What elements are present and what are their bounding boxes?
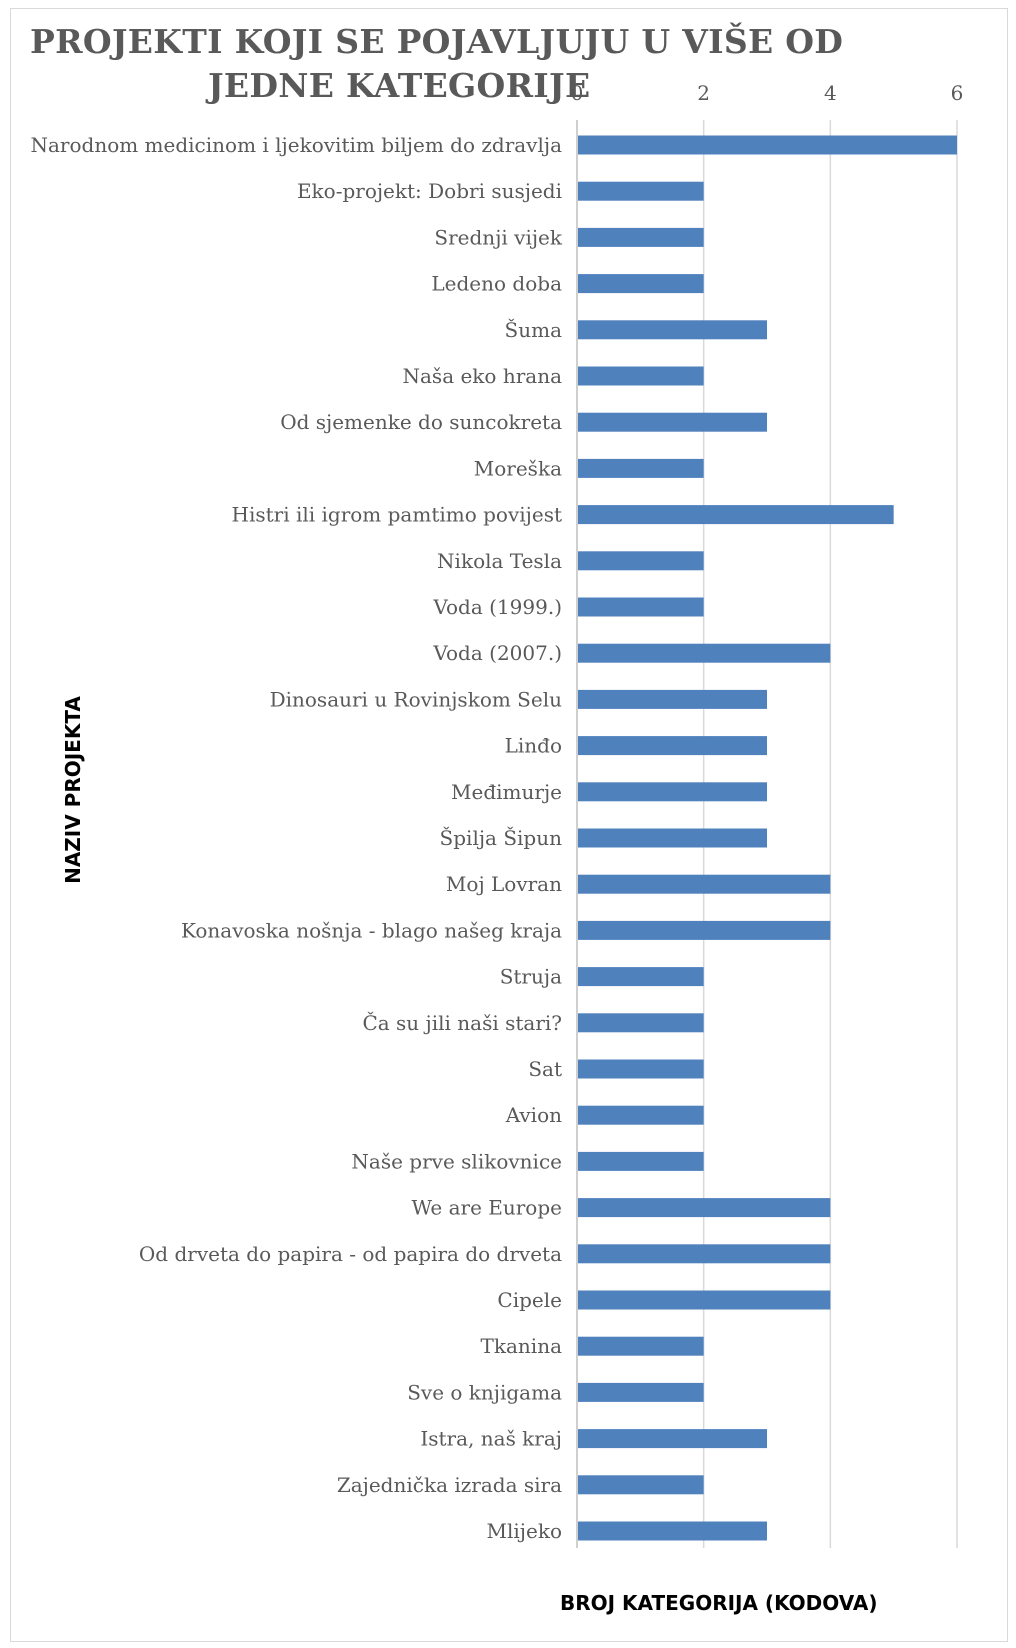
category-label: We are Europe [411,1196,562,1220]
bar [578,920,831,940]
category-label: Linđo [505,734,562,758]
x-tick-labels: 0 2 4 6 [571,81,964,105]
bar [578,1521,767,1541]
bar [578,227,704,247]
category-label: Moj Lovran [446,872,562,896]
category-label: Špilja Šipun [440,825,563,850]
category-label: Struja [500,965,562,989]
category-label: Naša eko hrana [403,364,563,388]
bar [578,736,767,756]
category-label: Eko-projekt: Dobri susjedi [297,179,562,203]
category-label: Nikola Tesla [437,549,562,573]
category-label: Šuma [505,317,563,342]
y-axis-label: NAZIV PROJEKTA [61,696,85,884]
category-label: Tkanina [481,1334,563,1358]
x-tick-label: 4 [824,81,837,105]
category-label: Međimurje [451,780,562,804]
bar [578,1198,831,1218]
x-tick-label: 0 [571,81,584,105]
x-tick-label: 6 [951,81,964,105]
bar [578,1013,704,1033]
bar [578,1059,704,1079]
category-label: Ča su jili naši stari? [362,1010,562,1035]
bar [578,1475,704,1495]
bar [578,597,704,617]
bar [578,1382,704,1402]
bar [578,643,831,663]
x-axis-label: BROJ KATEGORIJA (KODOVA) [560,1591,878,1615]
x-tick-label: 2 [697,81,710,105]
bar [578,1151,704,1171]
bar [578,1336,704,1356]
bar [578,828,767,848]
bar [578,1244,831,1264]
category-labels: Narodnom medicinom i ljekovitim biljem d… [30,133,562,1543]
chart-title-line-1: PROJEKTI KOJI SE POJAVLJUJU U VIŠE OD [30,22,844,61]
category-label: Narodnom medicinom i ljekovitim biljem d… [30,133,562,157]
category-label: Mlijeko [487,1519,562,1543]
category-label: Naše prve slikovnice [351,1149,562,1173]
bar [578,274,704,294]
bar [578,1290,831,1310]
category-label: Dinosauri u Rovinjskom Selu [270,687,563,711]
bar [578,320,767,340]
bar [578,1105,704,1125]
category-label: Zajednička izrada sira [337,1473,562,1497]
bar [578,412,767,432]
category-label: Sve o knjigama [407,1380,562,1404]
bar [578,181,704,201]
category-label: Avion [505,1103,562,1127]
bar [578,551,704,571]
bar [578,1429,767,1449]
category-label: Cipele [497,1288,562,1312]
bar [578,505,894,525]
category-label: Srednji vijek [434,225,562,249]
bar [578,366,704,386]
category-label: Voda (2007.) [432,641,562,665]
category-label: Istra, naš kraj [420,1427,562,1451]
bar [578,458,704,478]
category-label: Voda (1999.) [432,595,562,619]
category-label: Sat [528,1057,562,1081]
category-label: Konavoska nošnja - blago našeg kraja [181,918,562,942]
category-label: Od drveta do papira - od papira do drvet… [139,1242,562,1266]
bar [578,782,767,802]
category-label: Ledeno doba [431,272,562,296]
bar [578,874,831,894]
bar [578,967,704,987]
bar [578,689,767,709]
bar [578,135,957,155]
category-label: Od sjemenke do suncokreta [280,410,562,434]
chart-frame [10,8,1008,1642]
bars [578,135,957,1541]
category-label: Moreška [474,456,562,480]
category-label: Histri ili igrom pamtimo povijest [232,503,563,527]
chart-title-line-2: JEDNE KATEGORIJE [208,66,591,105]
